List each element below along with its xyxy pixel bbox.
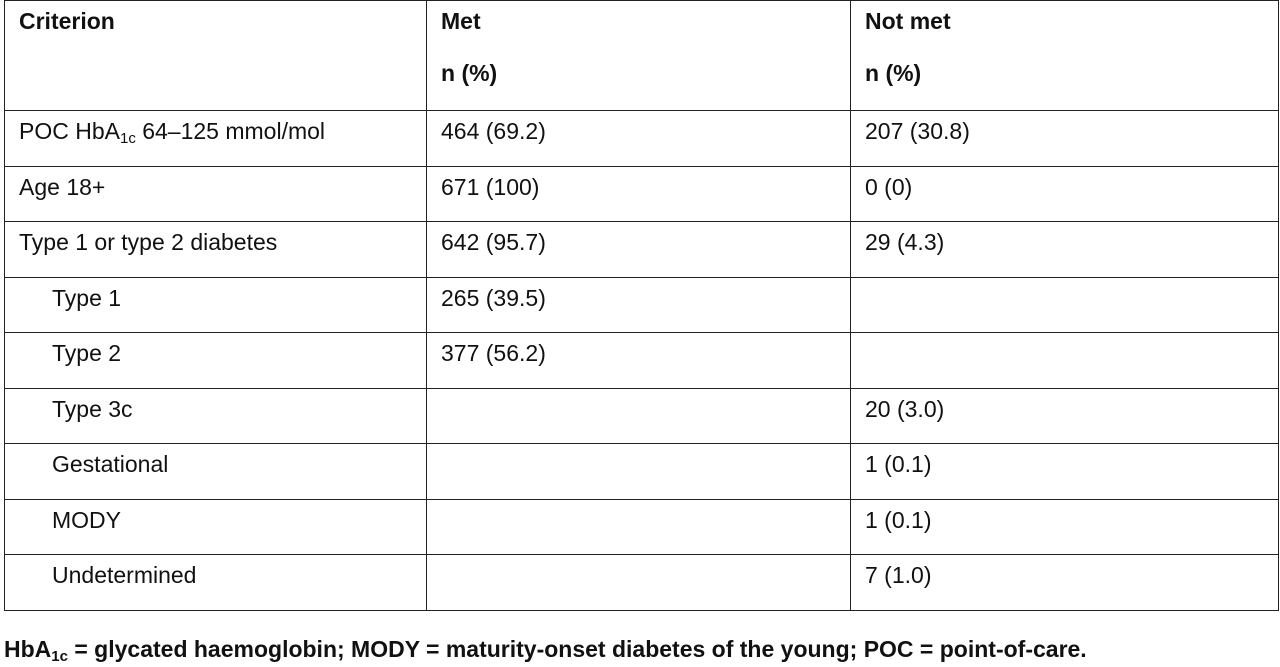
row-label: Type 2 bbox=[4, 332, 427, 389]
not-met-cell bbox=[850, 276, 1279, 333]
row-label: Gestational bbox=[4, 443, 427, 500]
met-cell: 464 (69.2) bbox=[426, 110, 851, 167]
header-met: Met n (%) bbox=[426, 0, 851, 111]
met-cell bbox=[426, 387, 851, 444]
not-met-cell: 207 (30.8) bbox=[850, 110, 1279, 167]
table-row: Type 3c 20 (3.0) bbox=[4, 387, 1279, 444]
met-cell: 671 (100) bbox=[426, 165, 851, 222]
table-row: Type 2 377 (56.2) bbox=[4, 332, 1279, 389]
header-criterion-label: Criterion bbox=[19, 8, 115, 34]
table-row: MODY 1 (0.1) bbox=[4, 498, 1279, 555]
header-met-sub: n (%) bbox=[441, 60, 498, 86]
row-label: Undetermined bbox=[4, 554, 427, 611]
table-footnote: HbA1c = glycated haemoglobin; MODY = mat… bbox=[4, 636, 1087, 665]
footnote-text: HbA bbox=[4, 636, 52, 662]
not-met-cell bbox=[850, 332, 1279, 389]
row-label: Type 1 or type 2 diabetes bbox=[4, 221, 427, 278]
not-met-cell: 1 (0.1) bbox=[850, 498, 1279, 555]
not-met-cell: 29 (4.3) bbox=[850, 221, 1279, 278]
row-label: MODY bbox=[4, 498, 427, 555]
row-label-text-post: 64–125 mmol/mol bbox=[135, 118, 326, 144]
not-met-cell: 1 (0.1) bbox=[850, 443, 1279, 500]
table-row: POC HbA1c 64–125 mmol/mol 464 (69.2) 207… bbox=[4, 110, 1279, 167]
not-met-cell: 20 (3.0) bbox=[850, 387, 1279, 444]
row-label: Type 3c bbox=[4, 387, 427, 444]
not-met-cell: 0 (0) bbox=[850, 165, 1279, 222]
row-label: Type 1 bbox=[4, 276, 427, 333]
row-label-text: POC HbA bbox=[19, 118, 120, 144]
row-label-subscript: 1c bbox=[119, 130, 136, 147]
header-not-met: Not met n (%) bbox=[850, 0, 1279, 111]
header-not-met-label: Not met bbox=[865, 8, 951, 34]
met-cell bbox=[426, 554, 851, 611]
header-row: Criterion Met n (%) Not met n (%) bbox=[4, 0, 1279, 111]
table-row: Type 1 or type 2 diabetes 642 (95.7) 29 … bbox=[4, 221, 1279, 278]
met-cell bbox=[426, 443, 851, 500]
row-label: POC HbA1c 64–125 mmol/mol bbox=[4, 110, 427, 167]
footnote-text-post: = glycated haemoglobin; MODY = maturity-… bbox=[67, 636, 1087, 662]
met-cell bbox=[426, 498, 851, 555]
table-row: Gestational 1 (0.1) bbox=[4, 443, 1279, 500]
met-cell: 265 (39.5) bbox=[426, 276, 851, 333]
table-row: Type 1 265 (39.5) bbox=[4, 276, 1279, 333]
header-criterion: Criterion bbox=[4, 0, 427, 111]
footnote-subscript: 1c bbox=[51, 648, 68, 665]
header-not-met-sub: n (%) bbox=[865, 60, 922, 86]
not-met-cell: 7 (1.0) bbox=[850, 554, 1279, 611]
criteria-table: Criterion Met n (%) Not met n (%) POC Hb… bbox=[4, 0, 1279, 611]
met-cell: 642 (95.7) bbox=[426, 221, 851, 278]
table-row: Age 18+ 671 (100) 0 (0) bbox=[4, 165, 1279, 222]
met-cell: 377 (56.2) bbox=[426, 332, 851, 389]
row-label: Age 18+ bbox=[4, 165, 427, 222]
header-met-label: Met bbox=[441, 8, 481, 34]
table-row: Undetermined 7 (1.0) bbox=[4, 554, 1279, 611]
